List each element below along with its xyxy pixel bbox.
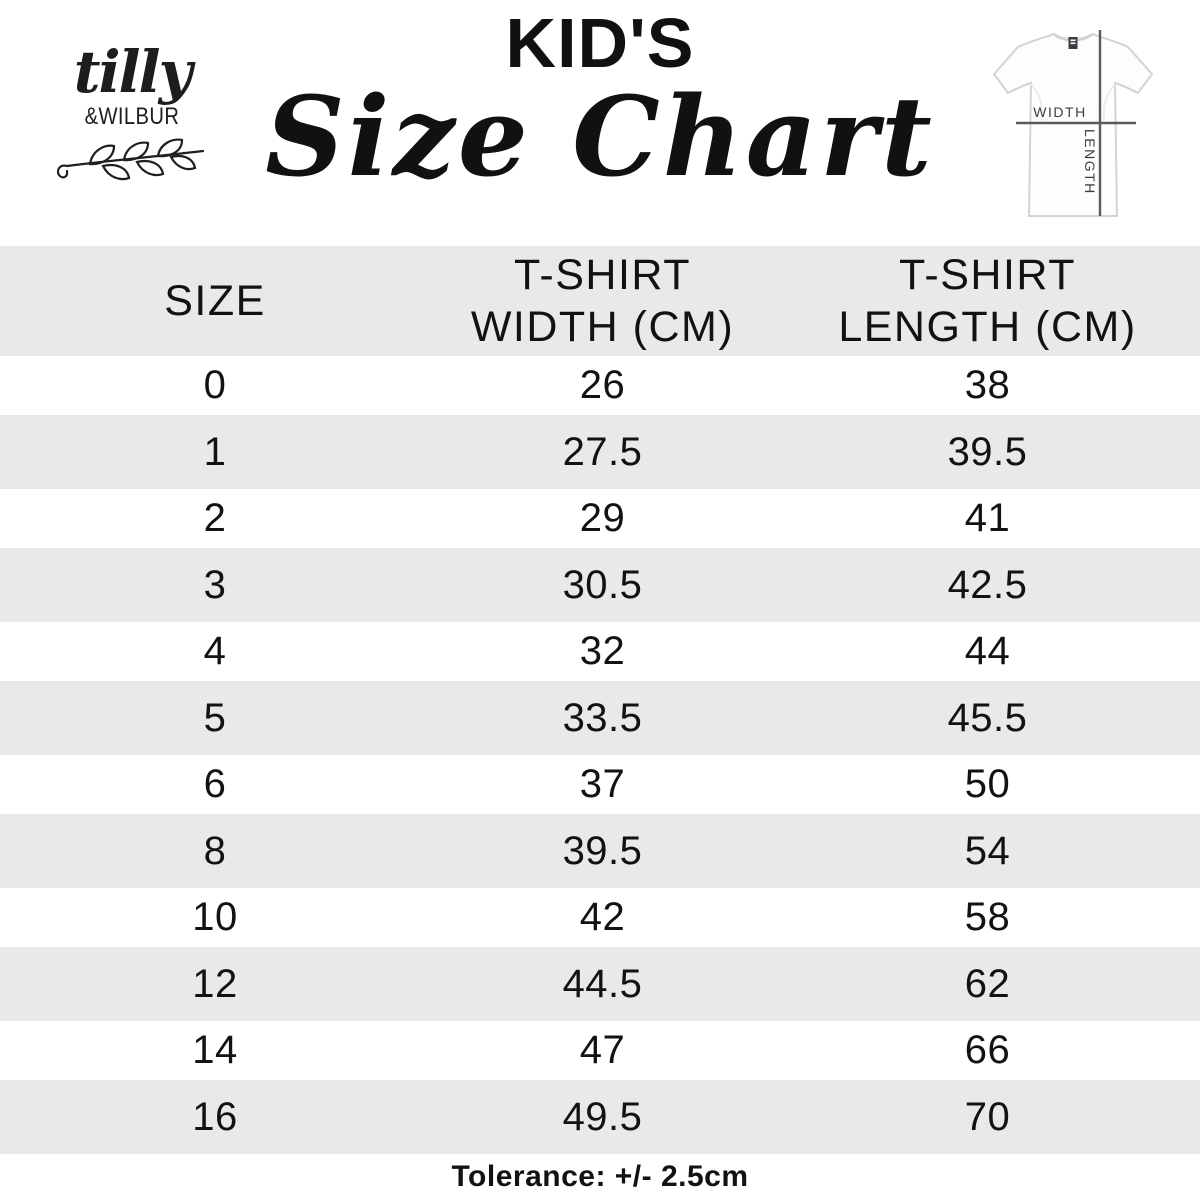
length-cell: 70 bbox=[964, 1094, 1011, 1139]
size-cell: 8 bbox=[203, 828, 227, 873]
width-cell: 42 bbox=[579, 895, 626, 939]
header-length-line1: T-SHIRT bbox=[899, 251, 1076, 299]
table-row: 4 32 44 bbox=[0, 622, 1200, 681]
length-cell: 42.5 bbox=[947, 562, 1028, 607]
length-cell: 62 bbox=[964, 961, 1011, 1006]
size-cell: 5 bbox=[203, 695, 227, 740]
length-cell: 58 bbox=[964, 895, 1011, 939]
tshirt-diagram-svg: WIDTH LENGTH bbox=[992, 30, 1154, 217]
brand-name-script: tilly bbox=[73, 38, 193, 106]
header-width: T-SHIRT WIDTH (CM) bbox=[430, 249, 775, 353]
header-length: T-SHIRT LENGTH (CM) bbox=[775, 249, 1200, 353]
size-cell: 14 bbox=[192, 1028, 238, 1072]
tshirt-measurement-diagram: WIDTH LENGTH bbox=[984, 26, 1162, 239]
length-cell: 66 bbox=[964, 1028, 1011, 1072]
size-cell: 6 bbox=[203, 762, 227, 806]
table-row: 1 27.5 39.5 bbox=[0, 415, 1200, 489]
size-cell: 1 bbox=[203, 429, 227, 474]
size-cell: 12 bbox=[192, 961, 238, 1006]
table-row: 5 33.5 45.5 bbox=[0, 681, 1200, 755]
page-title-block: KID'S Size Chart bbox=[0, 8, 1200, 192]
laurel-branch-icon bbox=[50, 135, 214, 188]
width-cell: 49.5 bbox=[562, 1094, 643, 1139]
table-row: 6 37 50 bbox=[0, 755, 1200, 814]
table-row: 0 26 38 bbox=[0, 356, 1200, 415]
neck-tag bbox=[1068, 37, 1078, 49]
length-cell: 41 bbox=[964, 496, 1011, 540]
length-cell: 38 bbox=[964, 363, 1011, 407]
length-cell: 39.5 bbox=[947, 429, 1028, 474]
width-cell: 32 bbox=[579, 629, 626, 673]
header-width-line1: T-SHIRT bbox=[514, 251, 691, 299]
table-row: 2 29 41 bbox=[0, 489, 1200, 548]
length-cell: 50 bbox=[964, 762, 1011, 806]
table-row: 10 42 58 bbox=[0, 888, 1200, 947]
size-cell: 0 bbox=[203, 363, 227, 407]
header-width-line2: WIDTH (CM) bbox=[470, 303, 735, 351]
size-cell: 4 bbox=[203, 629, 227, 673]
length-cell: 45.5 bbox=[947, 695, 1028, 740]
masthead: tilly &WILBUR KID'S Size Chart bbox=[0, 0, 1200, 246]
shirt-width-label: WIDTH bbox=[1033, 104, 1086, 120]
table-row: 12 44.5 62 bbox=[0, 947, 1200, 1021]
width-cell: 37 bbox=[579, 762, 626, 806]
table-row: 8 39.5 54 bbox=[0, 814, 1200, 888]
title-kicker: KID'S bbox=[505, 4, 695, 82]
size-table: SIZE T-SHIRT WIDTH (CM) T-SHIRT LENGTH (… bbox=[0, 246, 1200, 1154]
width-cell: 44.5 bbox=[562, 961, 643, 1006]
width-cell: 27.5 bbox=[562, 429, 643, 474]
size-cell: 16 bbox=[192, 1094, 238, 1139]
size-cell: 2 bbox=[203, 496, 227, 540]
table-row: 16 49.5 70 bbox=[0, 1080, 1200, 1154]
tolerance-note: Tolerance: +/- 2.5cm bbox=[451, 1160, 749, 1193]
table-row: 3 30.5 42.5 bbox=[0, 548, 1200, 622]
shirt-length-label: LENGTH bbox=[1082, 129, 1098, 195]
header-size: SIZE bbox=[164, 277, 266, 325]
width-cell: 33.5 bbox=[562, 695, 643, 740]
brand-logo: tilly &WILBUR bbox=[50, 42, 214, 188]
tee-outline bbox=[992, 32, 1154, 217]
size-cell: 10 bbox=[192, 895, 238, 939]
page-title: Size Chart bbox=[265, 72, 935, 201]
size-cell: 3 bbox=[203, 562, 227, 607]
width-cell: 47 bbox=[579, 1028, 626, 1072]
width-cell: 30.5 bbox=[562, 562, 643, 607]
width-cell: 26 bbox=[579, 363, 626, 407]
brand-name-caps: &WILBUR bbox=[84, 102, 180, 130]
width-cell: 39.5 bbox=[562, 828, 643, 873]
header-length-line2: LENGTH (CM) bbox=[838, 303, 1137, 351]
table-row: 14 47 66 bbox=[0, 1021, 1200, 1080]
length-cell: 44 bbox=[964, 629, 1011, 673]
table-header-row: SIZE T-SHIRT WIDTH (CM) T-SHIRT LENGTH (… bbox=[0, 246, 1200, 356]
width-cell: 29 bbox=[579, 496, 626, 540]
length-cell: 54 bbox=[964, 828, 1011, 873]
